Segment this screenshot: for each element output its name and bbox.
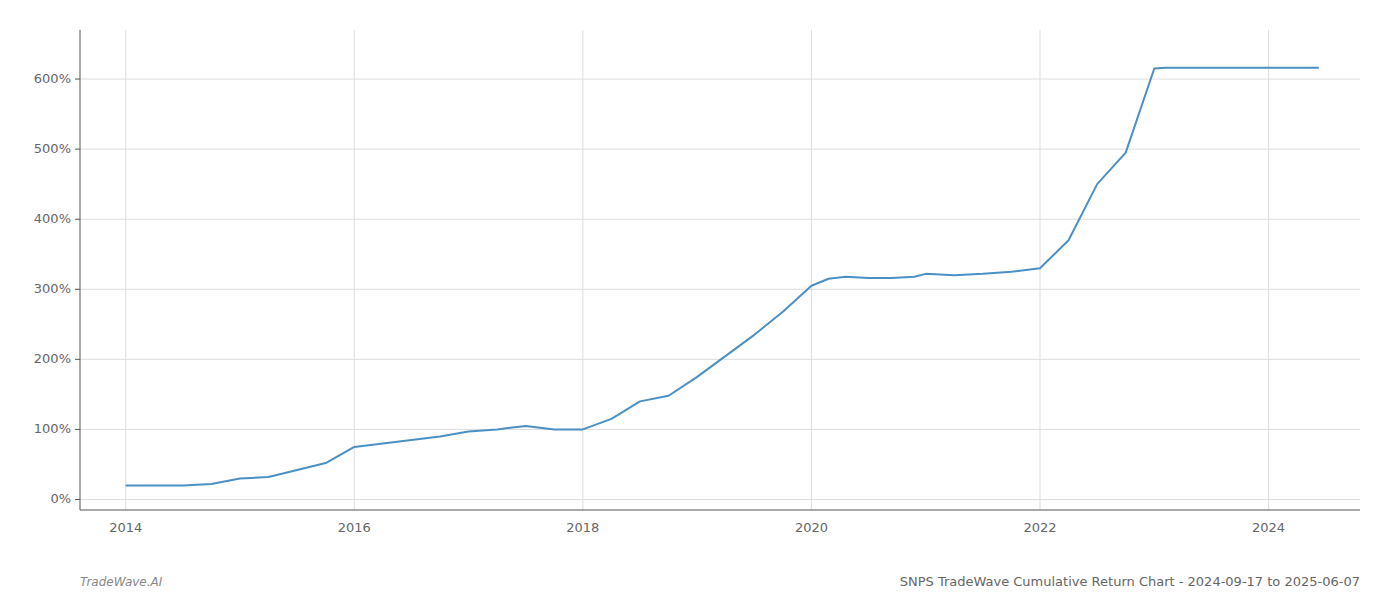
x-grid-line bbox=[811, 30, 812, 510]
line bbox=[126, 68, 1319, 486]
chart: 0% 100% 200% 300% 400% 500% 600% 2014 2016 2018 20… bbox=[0, 0, 1400, 600]
texts: 0% 100% 200% 300% 400% 500% 600% 2014 2016 2018 20… bbox=[34, 71, 1360, 589]
y-tick bbox=[75, 149, 80, 150]
title: SNPS TradeWave Cumulative Return Chart -… bbox=[900, 574, 1360, 589]
y-tick-label: 400% bbox=[34, 211, 71, 226]
y-tick bbox=[75, 429, 80, 430]
y-grid-line bbox=[80, 219, 1360, 220]
grid bbox=[80, 30, 1360, 510]
x-tick-label: 2024 bbox=[1252, 520, 1285, 535]
x-tick-label: 2014 bbox=[109, 520, 142, 535]
x-grid-line bbox=[1040, 30, 1041, 510]
x-grid-line bbox=[354, 30, 355, 510]
data bbox=[126, 68, 1319, 486]
y-tick bbox=[75, 289, 80, 290]
x-tick-label: 2016 bbox=[338, 520, 371, 535]
y-axis-line bbox=[80, 30, 81, 510]
axes bbox=[75, 30, 1360, 510]
y-grid-line bbox=[80, 289, 1360, 290]
x-grid-line bbox=[582, 30, 583, 510]
x-grid-line bbox=[1268, 30, 1269, 510]
y-grid-line bbox=[80, 429, 1360, 430]
x-tick-label: 2020 bbox=[795, 520, 828, 535]
y-tick bbox=[75, 219, 80, 220]
y-tick-label: 300% bbox=[34, 281, 71, 296]
y-tick bbox=[75, 79, 80, 80]
y-tick-label: 600% bbox=[34, 71, 71, 86]
y-tick-label: 500% bbox=[34, 141, 71, 156]
watermark: TradeWave.AI bbox=[80, 575, 163, 589]
x-grid-line bbox=[125, 30, 126, 510]
y-tick-label: 0% bbox=[50, 491, 71, 506]
x-tick-label: 2022 bbox=[1023, 520, 1056, 535]
y-tick-label: 200% bbox=[34, 351, 71, 366]
y-tick-label: 100% bbox=[34, 421, 71, 436]
x-axis-line bbox=[80, 510, 1360, 511]
y-grid-line bbox=[80, 149, 1360, 150]
x-tick-label: 2018 bbox=[566, 520, 599, 535]
y-grid-line bbox=[80, 499, 1360, 500]
y-grid-line bbox=[80, 79, 1360, 80]
y-tick bbox=[75, 359, 80, 360]
y-tick bbox=[75, 499, 80, 500]
